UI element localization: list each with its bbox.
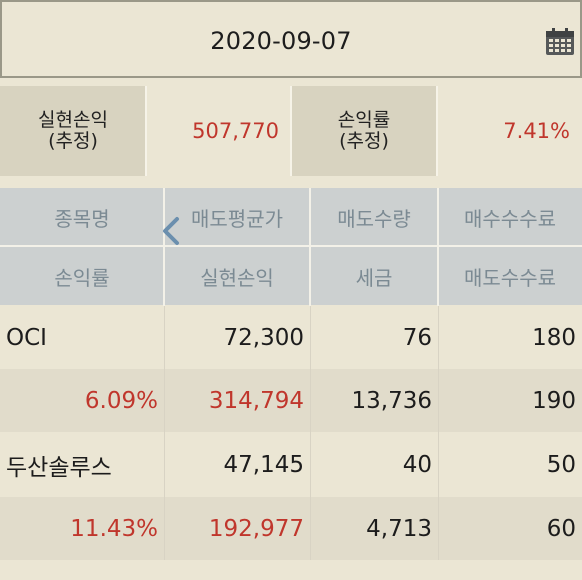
date-selector[interactable]: 2020-09-07 xyxy=(0,0,582,78)
sell-fee: 60 xyxy=(546,515,576,542)
divider xyxy=(437,188,439,306)
realized-profit: 192,977 xyxy=(208,515,304,542)
header-sell-avg-price: 매도평균가 xyxy=(191,206,283,231)
profit-rate: 6.09% xyxy=(84,387,158,414)
realized-profit: 314,794 xyxy=(208,387,304,414)
sell-qty: 40 xyxy=(402,451,432,478)
summary-panel: 실현손익 (추정) 507,770 손익률 (추정) 7.41% xyxy=(0,86,582,176)
divider xyxy=(438,306,439,560)
header-profit-rate: 손익률 xyxy=(54,265,110,290)
table-header-row-2: 손익률 실현손익 세금 매도수수료 xyxy=(0,247,582,305)
table-row[interactable]: 두산솔루스 47,145 40 50 xyxy=(0,433,582,496)
divider xyxy=(436,86,438,176)
divider xyxy=(163,188,165,306)
calendar-icon[interactable] xyxy=(545,28,575,56)
divider xyxy=(310,306,311,560)
tax: 4,713 xyxy=(366,515,432,542)
sell-avg-price: 72,300 xyxy=(223,324,304,351)
profit-rate: 11.43% xyxy=(70,515,158,542)
table-row[interactable]: 11.43% 192,977 4,713 60 xyxy=(0,497,582,560)
divider xyxy=(0,245,582,247)
chevron-left-icon[interactable] xyxy=(160,215,182,247)
header-tax: 세금 xyxy=(355,265,393,290)
sell-qty: 76 xyxy=(402,324,432,351)
realized-profit-label: 실현손익 (추정) xyxy=(0,86,146,176)
buy-fee: 180 xyxy=(532,324,576,351)
table-row[interactable]: OCI 72,300 76 180 xyxy=(0,306,582,369)
divider xyxy=(145,86,147,176)
buy-fee: 50 xyxy=(546,451,576,478)
sell-fee: 190 xyxy=(532,387,576,414)
rate-label-line1: 손익률 xyxy=(337,109,391,131)
header-realized-profit: 실현손익 xyxy=(200,265,274,290)
divider xyxy=(164,306,165,560)
divider xyxy=(309,188,311,306)
header-sell-fee: 매도수수료 xyxy=(464,265,556,290)
table-header-row-1: 종목명 매도평균가 매도수량 매수수수료 xyxy=(0,188,582,246)
stock-name: 두산솔루스 xyxy=(6,454,112,481)
tax: 13,736 xyxy=(351,387,432,414)
date-value[interactable]: 2020-09-07 xyxy=(210,27,352,55)
divider xyxy=(290,86,292,176)
profit-rate-label: 손익률 (추정) xyxy=(291,86,437,176)
profit-rate-value: 7.41% xyxy=(437,86,582,176)
realized-label-line1: 실현손익 xyxy=(38,109,108,131)
realized-profit-value: 507,770 xyxy=(146,86,291,176)
header-sell-qty: 매도수량 xyxy=(337,206,411,231)
sell-avg-price: 47,145 xyxy=(223,451,304,478)
stock-name: OCI xyxy=(6,324,47,351)
header-buy-fee: 매수수수료 xyxy=(464,206,556,231)
header-stock-name: 종목명 xyxy=(54,206,110,231)
table-row[interactable]: 6.09% 314,794 13,736 190 xyxy=(0,369,582,432)
rate-label-line2: (추정) xyxy=(339,130,389,152)
realized-label-line2: (추정) xyxy=(48,130,98,152)
